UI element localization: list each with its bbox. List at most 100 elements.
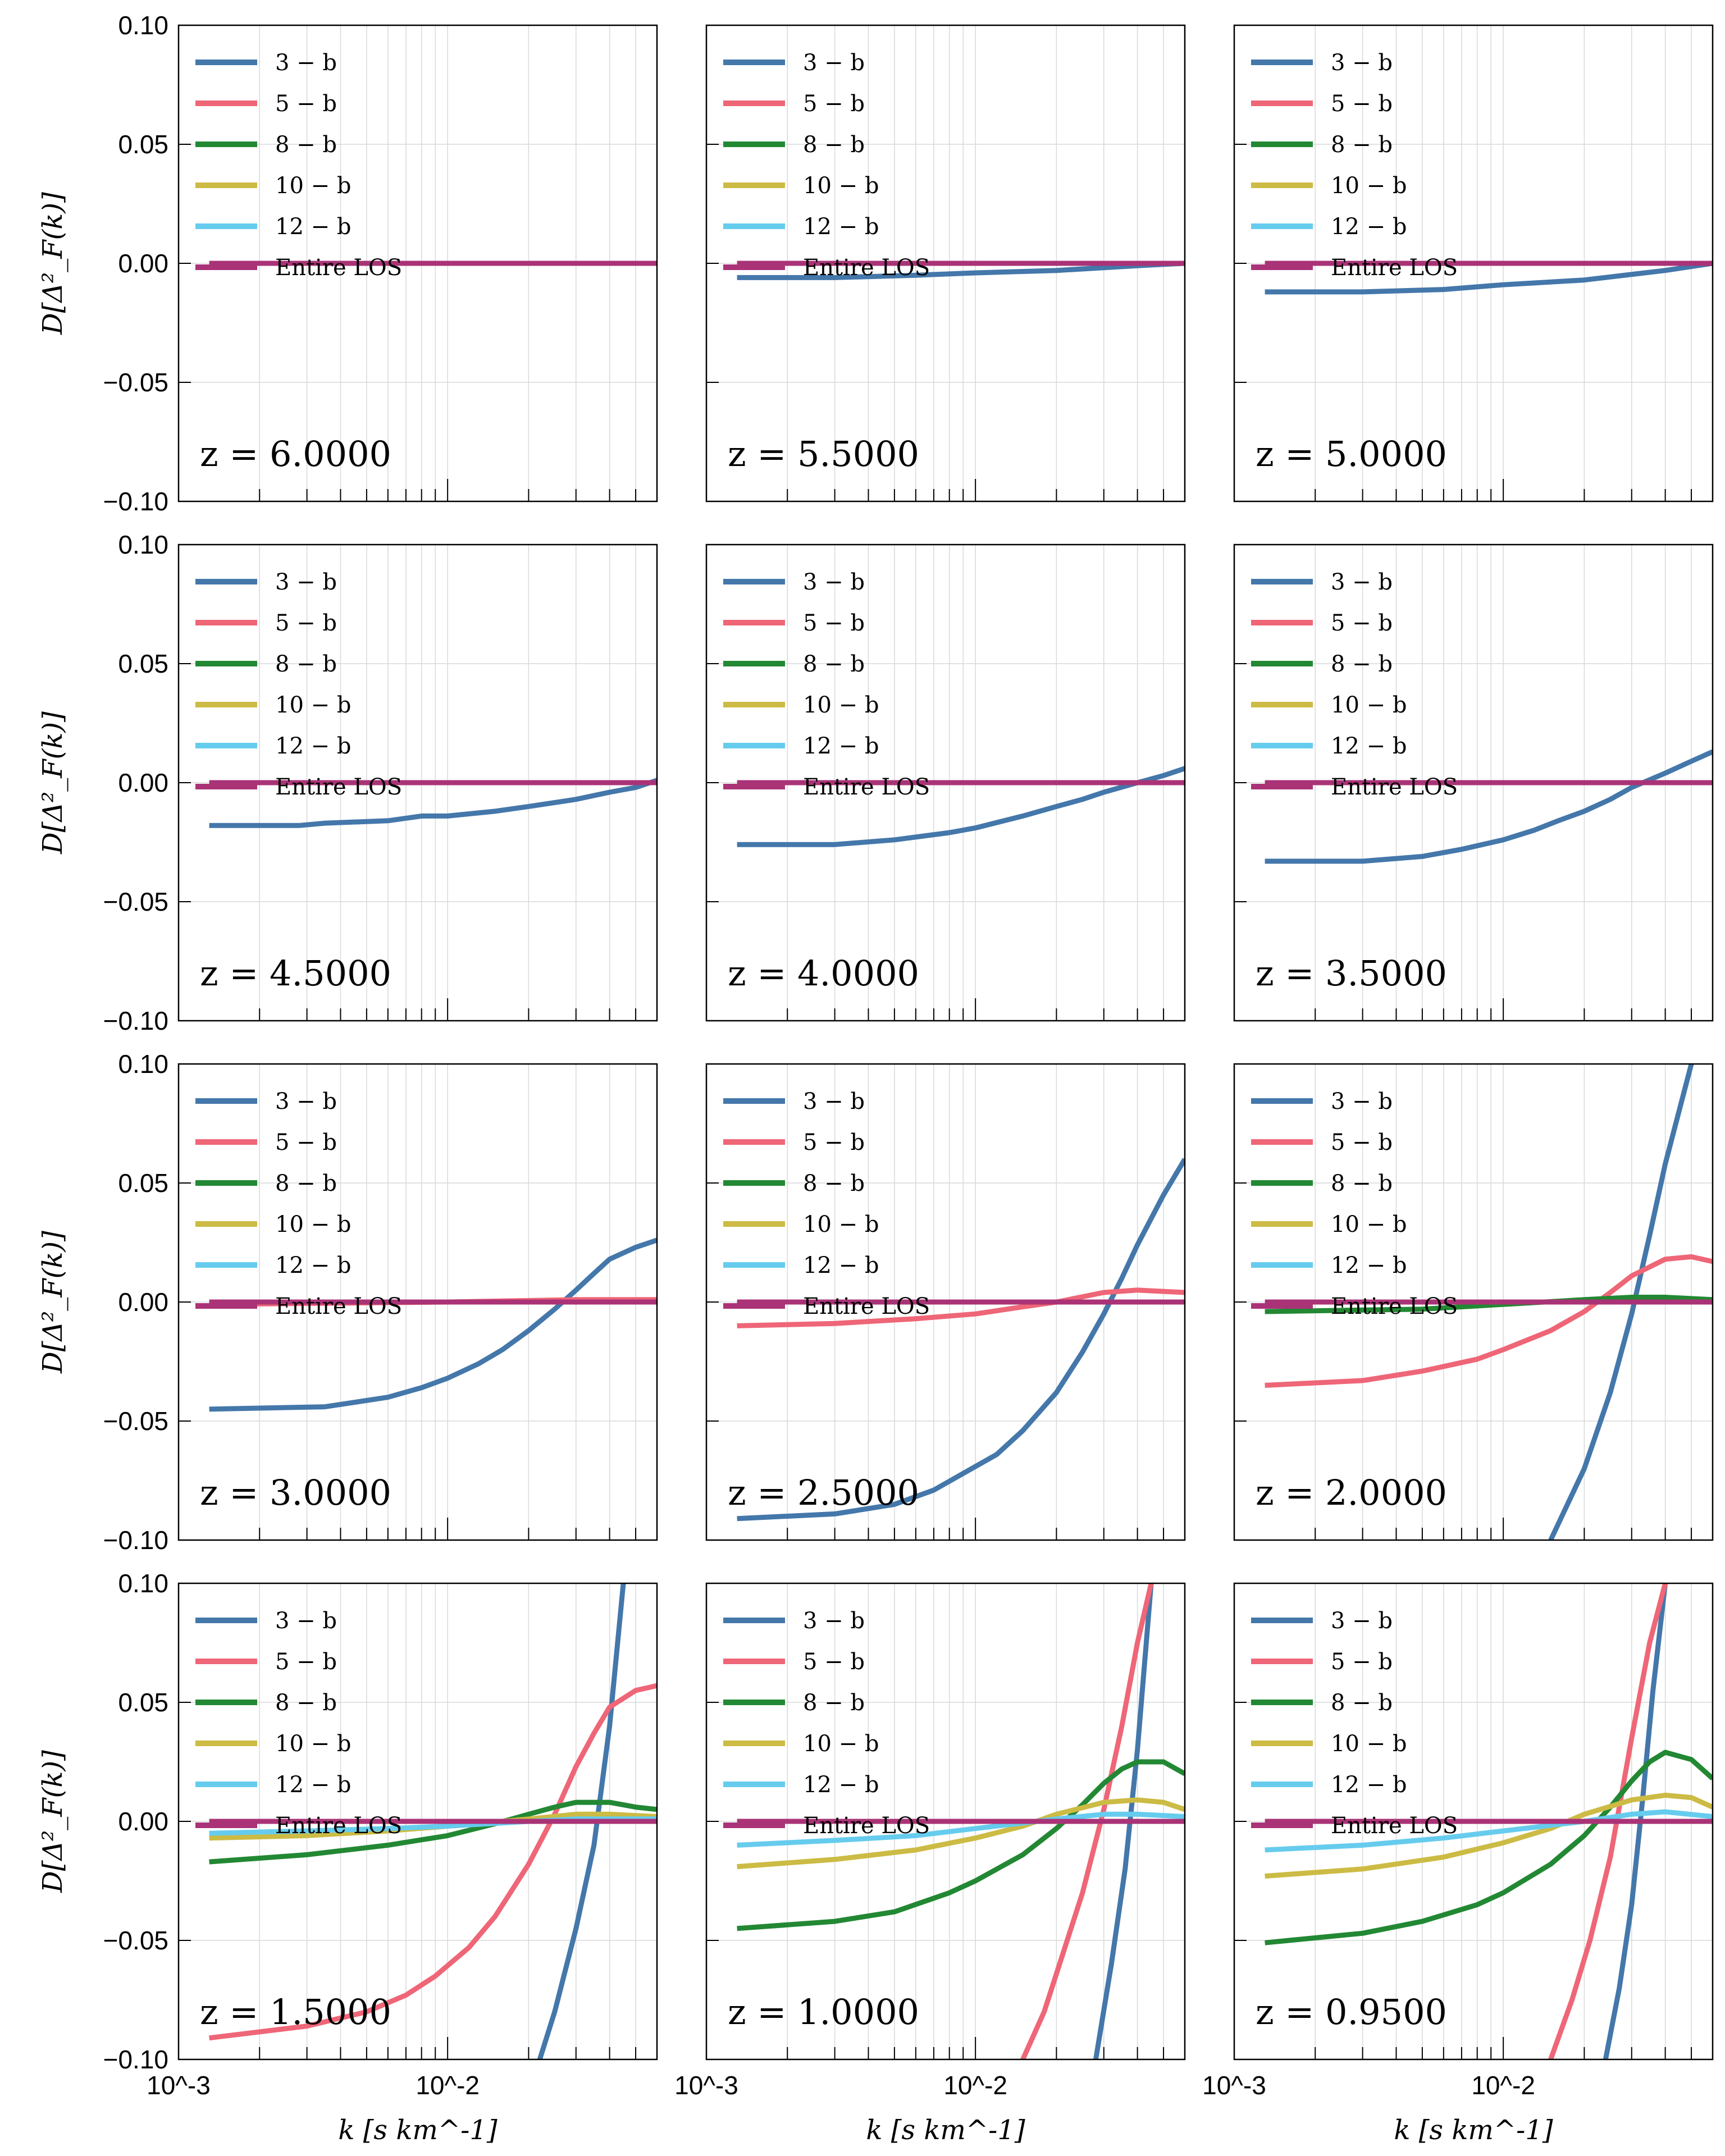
y-tick-label: 0.05 bbox=[118, 1168, 168, 1198]
legend-label: Entire LOS bbox=[803, 1294, 930, 1319]
legend-label: 10 − b bbox=[275, 173, 351, 199]
legend-label: 5 − b bbox=[803, 1130, 865, 1155]
legend-label: 10 − b bbox=[275, 1212, 351, 1237]
legend: 3 − b 5 − b 8 − b 10 − b 12 − b Entire LOS bbox=[1251, 1608, 1458, 1839]
panel-2: 3 − b 5 − b 8 − b 10 − b 12 − b Entire LOS z =… bbox=[705, 24, 1186, 503]
series-group bbox=[1265, 261, 1713, 295]
series-line-5-b bbox=[209, 1683, 657, 2041]
redshift-label: z = 1.0000 bbox=[728, 1991, 919, 2032]
legend-label: 5 − b bbox=[275, 1130, 337, 1155]
legend-label: 8 − b bbox=[1331, 1171, 1393, 1196]
legend-label: 12 − b bbox=[803, 214, 879, 240]
series-line-12-b bbox=[1265, 1809, 1713, 1853]
series-line-3-b bbox=[209, 1237, 657, 1412]
legend: 3 − b 5 − b 8 − b 10 − b 12 − b Entire LOS bbox=[195, 1089, 402, 1319]
y-tick-label: −0.10 bbox=[103, 2045, 168, 2074]
x-tick-label: 10^-2 bbox=[1471, 2071, 1535, 2100]
redshift-label: z = 5.0000 bbox=[1256, 433, 1447, 474]
ticks bbox=[1234, 1583, 1692, 2060]
legend-label: Entire LOS bbox=[1331, 1813, 1458, 1839]
series-line-8-b bbox=[737, 1759, 1185, 1931]
legend-label: 5 − b bbox=[803, 1649, 865, 1675]
legend-label: 10 − b bbox=[803, 1212, 879, 1237]
panel-1: 3 − b 5 − b 8 − b 10 − b 12 − b Entire LOS z =… bbox=[37, 11, 658, 516]
series-group bbox=[209, 1583, 657, 2059]
legend-label: 3 − b bbox=[275, 1608, 337, 1634]
legend-label: 8 − b bbox=[803, 1171, 865, 1196]
legend: 3 − b 5 − b 8 − b 10 − b 12 − b Entire LOS bbox=[723, 569, 930, 800]
legend-label: 8 − b bbox=[275, 1171, 337, 1196]
legend-label: Entire LOS bbox=[803, 255, 930, 281]
y-tick-label: −0.05 bbox=[103, 368, 168, 397]
series-group bbox=[209, 778, 657, 828]
y-tick-label: 0.00 bbox=[118, 768, 168, 797]
legend-label: 5 − b bbox=[1331, 1130, 1393, 1155]
legend: 3 − b 5 − b 8 − b 10 − b 12 − b Entire LOS bbox=[1251, 569, 1458, 800]
legend-label: 10 − b bbox=[803, 173, 879, 199]
legend-label: 5 − b bbox=[1331, 91, 1393, 117]
legend-label: 12 − b bbox=[1331, 214, 1407, 240]
y-axis-label: D[Δ²_F(k)] bbox=[37, 1231, 69, 1374]
x-tick-label: 10^-3 bbox=[147, 2071, 211, 2100]
series-line-3-b bbox=[1265, 749, 1713, 864]
redshift-label: z = 4.0000 bbox=[728, 953, 919, 994]
legend-label: 3 − b bbox=[1331, 1608, 1393, 1634]
series-group bbox=[737, 261, 1185, 280]
plot-frame bbox=[705, 1582, 1186, 2061]
series-line-5-b bbox=[1548, 1583, 1668, 2059]
series-line-3-b bbox=[1265, 261, 1713, 295]
legend-label: 12 − b bbox=[1331, 1253, 1407, 1278]
panel-6: 3 − b 5 − b 8 − b 10 − b 12 − b Entire LOS z =… bbox=[1233, 543, 1714, 1022]
legend-label: 12 − b bbox=[275, 1772, 351, 1798]
y-tick-label: −0.10 bbox=[103, 1525, 168, 1555]
plot-frame bbox=[177, 24, 658, 503]
legend-label: 5 − b bbox=[1331, 610, 1393, 636]
y-tick-label: 0.00 bbox=[118, 1287, 168, 1317]
legend-label: 8 − b bbox=[803, 1690, 865, 1716]
y-axis-label: D[Δ²_F(k)] bbox=[37, 711, 69, 855]
redshift-label: z = 0.9500 bbox=[1256, 1991, 1447, 2032]
legend-label: 8 − b bbox=[1331, 1690, 1393, 1716]
legend-label: 10 − b bbox=[1331, 1731, 1407, 1757]
redshift-label: z = 4.5000 bbox=[200, 953, 391, 994]
legend-label: 5 − b bbox=[275, 91, 337, 117]
panel-10: 3 − b 5 − b 8 − b 10 − b 12 − b Entire LOS z =… bbox=[37, 1569, 658, 2146]
series-line-3-b bbox=[1548, 1064, 1694, 1540]
legend: 3 − b 5 − b 8 − b 10 − b 12 − b Entire LOS bbox=[723, 1089, 930, 1319]
y-tick-label: 0.05 bbox=[118, 1688, 168, 1717]
series-group bbox=[737, 766, 1185, 847]
x-axis-label: k [s km^-1] bbox=[338, 2114, 498, 2146]
legend-label: 10 − b bbox=[803, 692, 879, 718]
series-line-5-b bbox=[737, 1287, 1185, 1328]
plot-frame bbox=[1233, 1582, 1714, 2061]
legend-label: 3 − b bbox=[275, 50, 337, 76]
x-axis-label: k [s km^-1] bbox=[866, 2114, 1025, 2146]
legend-label: Entire LOS bbox=[1331, 1294, 1458, 1319]
y-tick-label: 0.05 bbox=[118, 130, 168, 159]
legend: 3 − b 5 − b 8 − b 10 − b 12 − b Entire LOS bbox=[195, 1608, 402, 1839]
plot-frame bbox=[177, 543, 658, 1022]
legend-label: 3 − b bbox=[803, 50, 865, 76]
legend-label: 5 − b bbox=[1331, 1649, 1393, 1675]
legend: 3 − b 5 − b 8 − b 10 − b 12 − b Entire LOS bbox=[723, 1608, 930, 1839]
legend-label: Entire LOS bbox=[275, 1813, 402, 1839]
legend-label: 3 − b bbox=[275, 569, 337, 595]
series-group bbox=[737, 1158, 1185, 1522]
legend: 3 − b 5 − b 8 − b 10 − b 12 − b Entire LOS bbox=[195, 50, 402, 281]
legend: 3 − b 5 − b 8 − b 10 − b 12 − b Entire LOS bbox=[195, 569, 402, 800]
legend-label: 8 − b bbox=[1331, 651, 1393, 677]
redshift-label: z = 5.5000 bbox=[728, 433, 919, 474]
series-line-8-b bbox=[209, 1799, 657, 1865]
legend-label: Entire LOS bbox=[1331, 255, 1458, 281]
legend-label: Entire LOS bbox=[275, 255, 402, 281]
panel-8: 3 − b 5 − b 8 − b 10 − b 12 − b Entire LOS z =… bbox=[705, 1063, 1186, 1541]
legend-label: 8 − b bbox=[275, 651, 337, 677]
plot-frame bbox=[705, 1063, 1186, 1541]
redshift-label: z = 3.5000 bbox=[1256, 953, 1447, 994]
panel-7: 3 − b 5 − b 8 − b 10 − b 12 − b Entire LOS z =… bbox=[37, 1049, 658, 1555]
panel-9: 3 − b 5 − b 8 − b 10 − b 12 − b Entire LOS z =… bbox=[1233, 1063, 1714, 1541]
legend-label: 8 − b bbox=[275, 1690, 337, 1716]
legend-label: 12 − b bbox=[803, 733, 879, 759]
y-tick-label: 0.10 bbox=[118, 11, 168, 40]
